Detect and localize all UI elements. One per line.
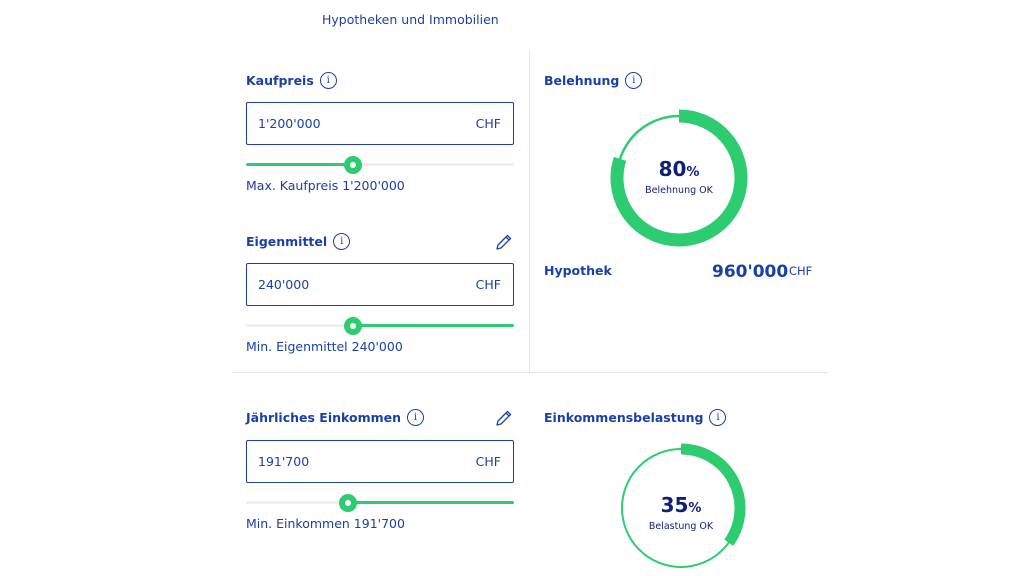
belehnung-unit: % xyxy=(686,165,700,180)
belastung-ring xyxy=(621,443,746,568)
kaufpreis-hint: Max. Kaufpreis 1'200'000 xyxy=(246,178,405,193)
belehnung-ring xyxy=(610,109,748,247)
eigenmittel-hint: Min. Eigenmittel 240'000 xyxy=(246,339,403,354)
einkommen-hint: Min. Einkommen 191'700 xyxy=(246,516,405,531)
slider-fill xyxy=(347,501,514,504)
belehnung-gauge: 80% Belehnung OK xyxy=(606,105,752,251)
belastung-label-row: Einkommensbelastung i xyxy=(544,409,727,426)
belehnung-value: 80 xyxy=(658,157,687,181)
hypothek-value: 960'000 xyxy=(712,262,789,282)
slider-thumb[interactable] xyxy=(344,156,363,174)
slider-fill xyxy=(246,163,354,166)
kaufpreis-info-icon[interactable]: i xyxy=(319,72,337,89)
belastung-gauge: 35% Belastung OK xyxy=(614,441,748,575)
kaufpreis-slider[interactable] xyxy=(246,155,514,175)
belehnung-label-row: Belehnung i xyxy=(544,72,643,89)
kaufpreis-currency: CHF xyxy=(475,116,501,131)
belehnung-info-icon[interactable]: i xyxy=(625,72,643,89)
kaufpreis-value[interactable]: 1'200'000 xyxy=(258,116,321,131)
slider-track xyxy=(246,163,514,166)
belehnung-center: 80% Belehnung OK xyxy=(606,157,752,196)
einkommen-input[interactable]: 191'700 CHF xyxy=(246,440,514,483)
eigenmittel-edit-icon[interactable] xyxy=(494,232,514,252)
belehnung-status: Belehnung OK xyxy=(645,185,713,196)
einkommen-info-icon[interactable]: i xyxy=(407,409,425,426)
eigenmittel-value[interactable]: 240'000 xyxy=(258,277,310,292)
belehnung-ring-arc xyxy=(610,109,748,247)
einkommen-label-row: Jährliches Einkommen i xyxy=(246,409,425,426)
belastung-info-icon[interactable]: i xyxy=(709,409,727,426)
eigenmittel-slider[interactable] xyxy=(246,316,514,336)
eigenmittel-label-row: Eigenmittel i xyxy=(246,233,351,250)
eigenmittel-input[interactable]: 240'000 CHF xyxy=(246,263,514,306)
einkommen-edit-icon[interactable] xyxy=(494,408,514,428)
belehnung-value-row: 80% xyxy=(606,157,752,181)
kaufpreis-label-row: Kaufpreis i xyxy=(246,72,337,89)
tab-hypotheken-immobilien[interactable]: Hypotheken und Immobilien xyxy=(322,12,499,27)
einkommen-value[interactable]: 191'700 xyxy=(258,454,310,469)
belastung-center: 35% Belastung OK xyxy=(614,493,748,532)
eigenmittel-info-icon[interactable]: i xyxy=(333,233,351,250)
belastung-value: 35 xyxy=(660,493,689,517)
slider-thumb[interactable] xyxy=(344,317,363,335)
belastung-value-row: 35% xyxy=(614,493,748,517)
eigenmittel-currency: CHF xyxy=(475,277,501,292)
belastung-unit: % xyxy=(688,501,702,516)
horizontal-divider xyxy=(232,372,828,373)
einkommen-currency: CHF xyxy=(475,454,501,469)
kaufpreis-label: Kaufpreis xyxy=(246,73,314,88)
hypothek-label: Hypothek xyxy=(544,263,612,278)
eigenmittel-label: Eigenmittel xyxy=(246,234,328,249)
kaufpreis-input[interactable]: 1'200'000 CHF xyxy=(246,102,514,145)
belastung-status: Belastung OK xyxy=(648,521,714,532)
belastung-ring-arc xyxy=(680,443,746,546)
slider-thumb[interactable] xyxy=(338,494,357,512)
einkommen-slider[interactable] xyxy=(246,493,514,513)
einkommen-label: Jährliches Einkommen xyxy=(246,410,402,425)
hypothek-currency: CHF xyxy=(789,264,813,278)
slider-fill xyxy=(353,324,514,327)
belehnung-label: Belehnung xyxy=(544,73,620,88)
vertical-divider xyxy=(529,50,530,372)
belastung-label: Einkommensbelastung xyxy=(544,410,704,425)
